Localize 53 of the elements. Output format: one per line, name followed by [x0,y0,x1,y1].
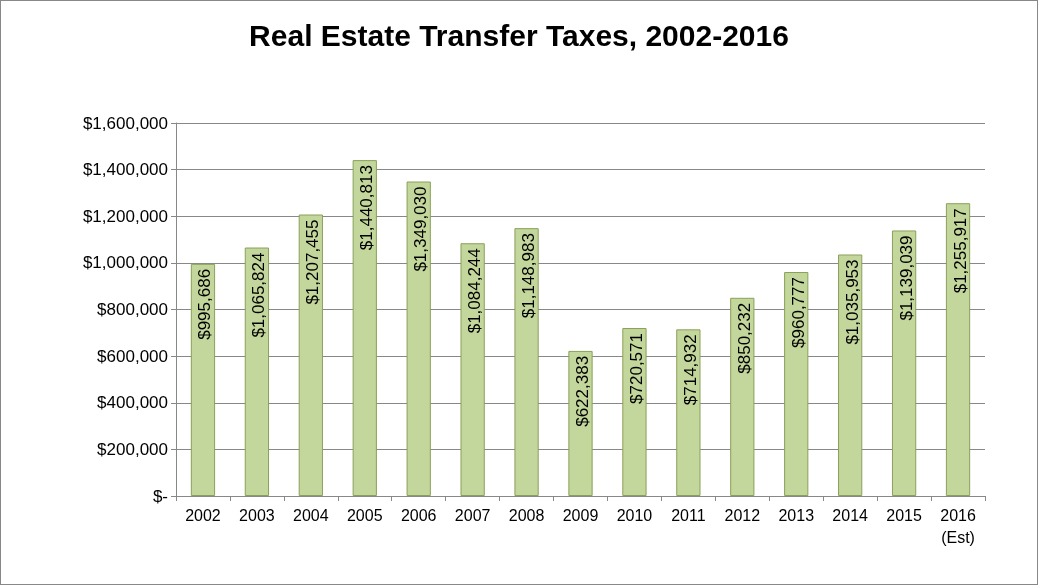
bar [891,230,917,496]
x-tick-label: 2009 [562,506,599,524]
data-label: $1,255,917 [950,208,970,294]
bar [352,160,377,496]
y-tick-label: $1,400,000 [82,160,168,180]
y-tick-label: $800,000 [97,300,168,319]
data-label: $1,148,983 [519,233,539,319]
y-tick-label: $1,000,000 [82,253,168,273]
data-label: $1,065,824 [249,252,269,338]
y-tick-label: $1,200,000 [82,206,168,226]
x-tick-label: 2004 [293,506,329,524]
x-tick-label: 2015 [886,506,922,524]
data-label: $995,686 [195,268,215,340]
bar [945,203,971,496]
bar [838,254,863,496]
bar [622,328,647,496]
y-tick-label: $600,000 [97,346,168,366]
data-label: $850,232 [734,302,754,374]
data-label: $622,383 [573,355,592,427]
y-tick-label: $1,600,000 [82,113,168,133]
x-tick-label: 2006 [400,506,437,524]
data-label: $1,207,455 [303,219,323,305]
y-tick-label: $200,000 [97,439,168,459]
x-tick-label: 2002 [185,506,221,524]
bar [298,214,323,496]
bar [784,272,809,496]
bar [244,247,270,496]
bar [730,297,755,496]
y-tick-label: $- [152,486,168,506]
data-label: $960,777 [788,277,808,348]
x-tick-label: 2005 [346,506,383,524]
bar [514,228,539,496]
data-label: $1,440,813 [357,165,377,251]
data-label: $720,571 [626,333,646,404]
x-tick-label: 2003 [239,506,275,524]
x-tick-label: 2008 [508,506,545,524]
x-tick-label: 2016 (Est) [940,506,976,546]
x-tick-label: 2007 [454,506,491,524]
x-tick-label: 2013 [778,506,815,524]
x-tick-label: 2010 [616,506,653,524]
x-tick-label: 2014 [832,506,869,524]
data-label: $1,084,244 [465,248,485,334]
x-tick-label: 2012 [724,506,761,524]
data-label: $714,932 [680,334,700,406]
x-tick-label: 2011 [671,506,706,524]
data-label: $1,349,030 [411,186,431,272]
bar [676,329,701,496]
bar [460,243,485,496]
chart-title: Real Estate Transfer Taxes, 2002-2016 [249,18,789,52]
bar [406,181,431,496]
data-label: $1,139,039 [896,235,916,321]
y-tick-label: $400,000 [97,393,168,413]
data-label: $1,035,953 [842,259,862,345]
